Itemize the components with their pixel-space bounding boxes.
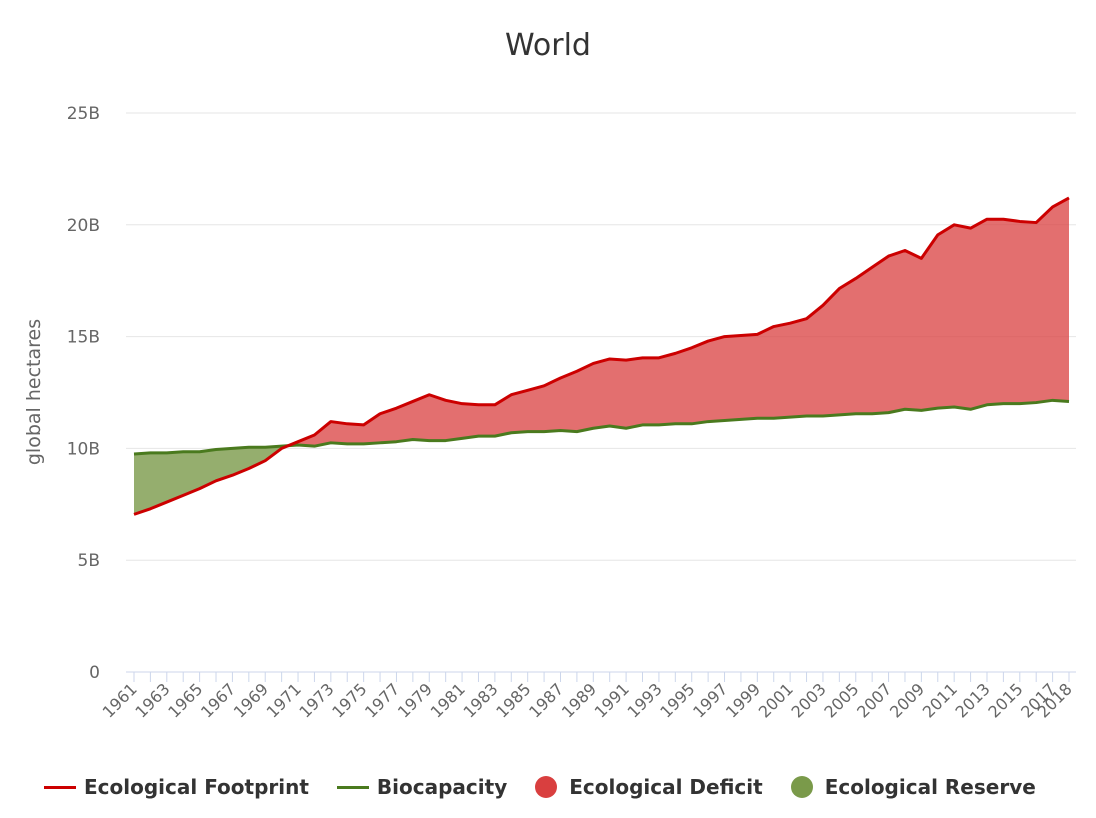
- x-tick-label: 2013: [952, 679, 994, 721]
- x-tick-label: 2015: [984, 679, 1026, 721]
- x-tick-label: 1989: [558, 679, 600, 721]
- x-tick-label: 1985: [492, 679, 534, 721]
- legend-item-reserve[interactable]: Ecological Reserve: [790, 775, 1036, 799]
- x-tick-label: 1997: [689, 679, 731, 721]
- y-tick-label: 10B: [67, 439, 100, 459]
- x-tick-label: 1999: [722, 679, 764, 721]
- x-tick-label: 1983: [459, 679, 501, 721]
- x-tick-label: 2009: [886, 679, 928, 721]
- x-tick-label: 1961: [99, 679, 141, 721]
- x-tick-label: 1993: [624, 679, 666, 721]
- legend-line-icon: [44, 785, 76, 789]
- legend-label: Biocapacity: [376, 775, 508, 799]
- y-axis: 0 5B 10B 15B 20B 25B: [67, 104, 100, 683]
- x-tick-label: 1973: [295, 679, 337, 721]
- x-tick-label: 1969: [230, 679, 272, 721]
- x-axis: 1961196319651967196919711973197519771979…: [99, 671, 1076, 722]
- legend-label: Ecological Deficit: [569, 775, 763, 799]
- legend-item-biocapacity[interactable]: Biocapacity: [336, 775, 508, 799]
- legend-item-footprint[interactable]: Ecological Footprint: [44, 775, 309, 799]
- x-tick-label: 1967: [197, 679, 239, 721]
- y-tick-label: 0: [89, 663, 100, 683]
- x-tick-label: 1963: [131, 679, 173, 721]
- legend-item-deficit[interactable]: Ecological Deficit: [535, 775, 763, 799]
- y-tick-label: 15B: [67, 328, 100, 348]
- legend-dot-icon: [535, 776, 558, 798]
- x-tick-label: 2007: [853, 679, 895, 721]
- x-tick-label: 1975: [328, 679, 370, 721]
- y-axis-label: global hectares: [23, 319, 45, 465]
- legend: Ecological Footprint Biocapacity Ecologi…: [44, 775, 1064, 799]
- x-tick-label: 1971: [263, 679, 305, 721]
- x-tick-label: 2001: [755, 679, 797, 721]
- x-tick-label: 2005: [820, 679, 862, 721]
- x-tick-label: 1977: [361, 679, 403, 721]
- y-tick-label: 25B: [67, 104, 100, 124]
- x-tick-label: 1991: [591, 679, 633, 721]
- area-fills: [134, 197, 1069, 515]
- ecological-footprint-line: [133, 196, 1070, 516]
- ecological-reserve-area: [134, 445, 289, 515]
- x-tick-label: 1979: [394, 679, 436, 721]
- chart-title: World: [505, 28, 591, 63]
- y-tick-label: 20B: [67, 216, 100, 236]
- legend-label: Ecological Footprint: [84, 775, 309, 799]
- legend-label: Ecological Reserve: [824, 775, 1036, 799]
- y-tick-label: 5B: [78, 551, 100, 571]
- x-tick-label: 1987: [525, 679, 567, 721]
- x-tick-label: 1995: [656, 679, 698, 721]
- legend-line-icon: [336, 785, 369, 789]
- x-tick-label: 2011: [919, 679, 961, 721]
- ecological-deficit-area: [288, 197, 1069, 447]
- x-tick-label: 1981: [427, 679, 469, 721]
- legend-dot-icon: [790, 776, 813, 798]
- x-tick-label: 1965: [164, 679, 206, 721]
- series-lines: [133, 196, 1070, 516]
- x-tick-label: 2003: [788, 679, 830, 721]
